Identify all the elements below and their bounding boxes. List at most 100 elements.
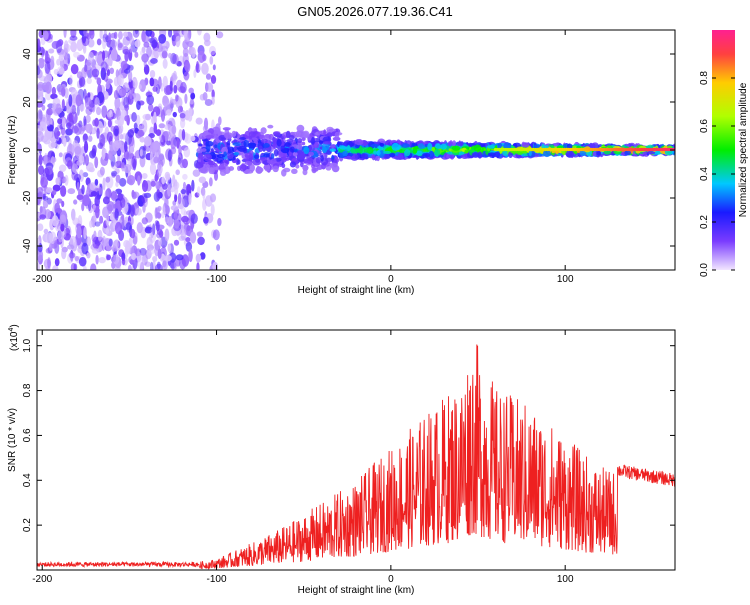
- heatmap-cell: [61, 117, 66, 129]
- heatmap-cell: [62, 137, 67, 147]
- heatmap-cell: [37, 66, 41, 76]
- heatmap-cell: [198, 176, 207, 184]
- heatmap-cell: [51, 156, 57, 163]
- heatmap-cell: [76, 104, 80, 116]
- heatmap-cell: [487, 144, 495, 149]
- heatmap-cell: [328, 128, 337, 133]
- heatmap-cell: [112, 240, 120, 249]
- heatmap-cell: [58, 164, 67, 172]
- heatmap-cell: [128, 64, 134, 71]
- heatmap-cell: [45, 232, 54, 244]
- heatmap-cell: [288, 135, 295, 141]
- heatmap-cell: [134, 40, 141, 48]
- y-tick-label: 1.0: [22, 338, 33, 352]
- heatmap-cell: [165, 109, 172, 116]
- heatmap-cell: [493, 151, 501, 158]
- heatmap-cell: [189, 231, 197, 244]
- heatmap-cell: [88, 167, 95, 173]
- heatmap-cell: [205, 164, 210, 171]
- heatmap-cell: [41, 84, 49, 91]
- heatmap-cell: [37, 223, 44, 232]
- heatmap-cell: [162, 96, 170, 107]
- heatmap-cell: [121, 84, 127, 96]
- heatmap-cell: [204, 195, 213, 207]
- heatmap-cell: [196, 231, 203, 237]
- heatmap-cell: [102, 177, 106, 191]
- heatmap-cell: [167, 243, 172, 253]
- heatmap-cell: [129, 46, 133, 53]
- heatmap-cell: [47, 257, 51, 269]
- heatmap-cell: [109, 140, 115, 152]
- heatmap-cell: [42, 195, 49, 201]
- heatmap-cell: [592, 151, 596, 157]
- heatmap-cell: [45, 90, 52, 101]
- y-tick-label: 0.8: [22, 383, 33, 397]
- heatmap-cell: [302, 169, 308, 176]
- heatmap-cell: [141, 172, 148, 180]
- heatmap-cell: [90, 190, 98, 197]
- heatmap-cell: [87, 92, 91, 98]
- heatmap-cell: [97, 229, 103, 241]
- heatmap-cell: [175, 35, 181, 48]
- heatmap-cell: [197, 236, 205, 246]
- heatmap-cell: [146, 236, 153, 249]
- heatmap-cell: [332, 136, 341, 141]
- heatmap-cell: [427, 142, 433, 151]
- heatmap-cell: [164, 124, 172, 130]
- heatmap-cell: [99, 166, 105, 176]
- heatmap-cell: [74, 146, 82, 155]
- heatmap-cell: [264, 163, 271, 172]
- heatmap-cell: [135, 207, 142, 216]
- heatmap-cell: [180, 206, 186, 215]
- heatmap-cell: [355, 148, 360, 153]
- x-tick-label: -200: [32, 574, 52, 585]
- heatmap-cell: [471, 152, 480, 158]
- heatmap-cell: [63, 40, 69, 54]
- heatmap-cell: [282, 155, 288, 163]
- heatmap-cell: [224, 132, 233, 139]
- heatmap-cell: [223, 151, 227, 157]
- heatmap-cell: [174, 94, 179, 102]
- heatmap-cell: [199, 252, 206, 260]
- heatmap-cell: [132, 30, 140, 38]
- heatmap-cell: [373, 150, 377, 155]
- heatmap-cell: [58, 152, 63, 158]
- heatmap-cell: [182, 173, 188, 180]
- heatmap-cell: [272, 131, 281, 136]
- heatmap-cell: [78, 257, 87, 267]
- heatmap-cell: [92, 236, 100, 250]
- heatmap-cell: [168, 101, 175, 109]
- heatmap-cell: [248, 142, 257, 147]
- heatmap-cell: [208, 177, 213, 187]
- heatmap-cell: [68, 252, 76, 259]
- heatmap-cell: [103, 30, 107, 38]
- heatmap-cell: [71, 125, 79, 134]
- heatmap-cell: [150, 180, 156, 187]
- heatmap-cell: [202, 188, 206, 200]
- heatmap-cell: [37, 165, 45, 176]
- heatmap-cell: [397, 153, 403, 161]
- heatmap-cell: [355, 154, 359, 159]
- heatmap-cell: [60, 185, 67, 197]
- heatmap-cell: [239, 163, 247, 172]
- heatmap-cell: [255, 158, 261, 163]
- heatmap-cell: [56, 58, 61, 66]
- heatmap-cell: [79, 104, 85, 112]
- heatmap-cell: [185, 241, 193, 252]
- heatmap-cell: [172, 111, 177, 118]
- colorbar-tick-label: 0.2: [699, 215, 710, 229]
- heatmap-cell: [119, 197, 126, 209]
- heatmap-cell: [297, 138, 303, 144]
- heatmap-cell: [191, 179, 195, 192]
- heatmap-cell: [210, 204, 215, 216]
- heatmap-cell: [175, 254, 184, 261]
- heatmap-cell: [55, 177, 60, 185]
- heatmap-cell: [190, 47, 196, 58]
- heatmap-cell: [113, 89, 119, 100]
- heatmap-cell: [51, 215, 59, 227]
- heatmap-cell: [115, 174, 121, 184]
- heatmap-cell: [94, 221, 101, 227]
- heatmap-cell: [42, 167, 50, 178]
- heatmap-cell: [82, 194, 90, 207]
- heatmap-cell: [37, 130, 44, 143]
